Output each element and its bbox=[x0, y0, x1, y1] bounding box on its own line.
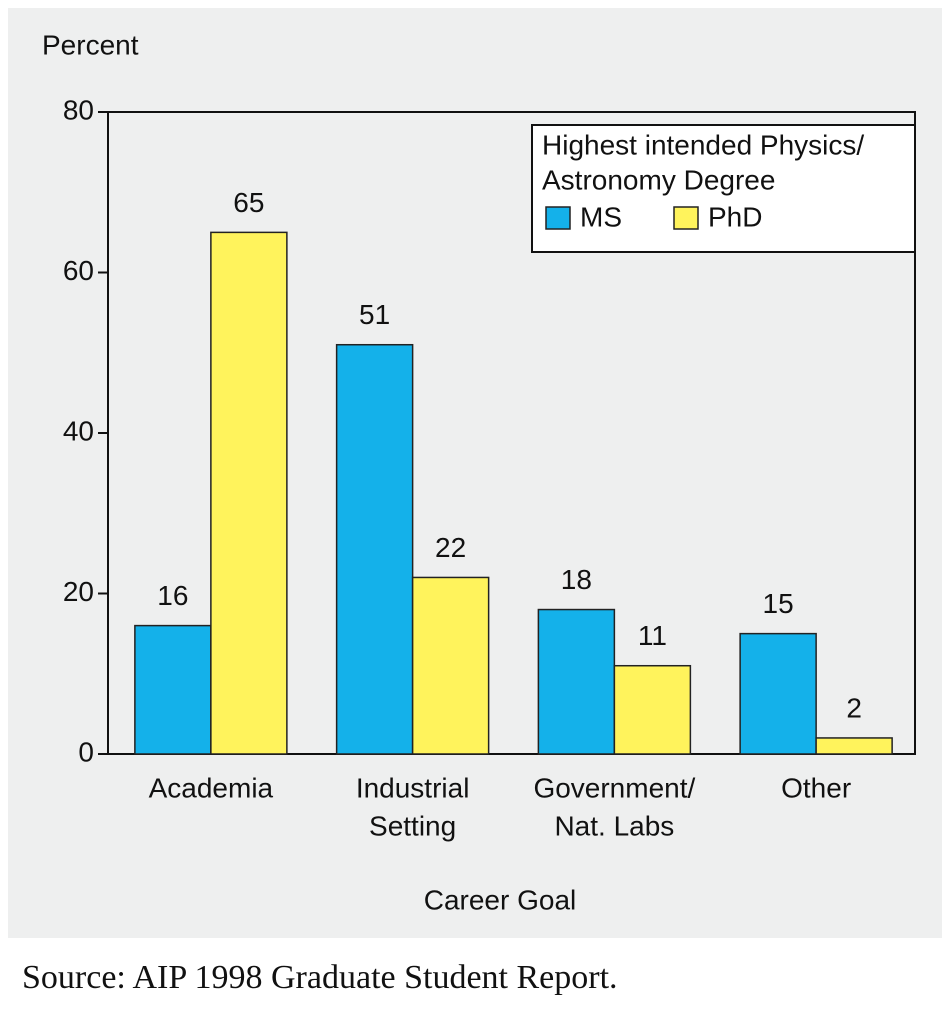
legend-label: PhD bbox=[708, 201, 762, 232]
x-tick-label: Nat. Labs bbox=[554, 810, 674, 841]
x-tick-label: Other bbox=[781, 772, 851, 803]
bar bbox=[739, 632, 817, 755]
bar bbox=[411, 576, 490, 755]
bar bbox=[613, 664, 692, 755]
source-note: Source: AIP 1998 Graduate Student Report… bbox=[22, 959, 618, 996]
bar bbox=[210, 231, 288, 755]
x-tick-label: Setting bbox=[369, 810, 456, 841]
y-tick-label: 60 bbox=[63, 255, 94, 286]
x-tick-label: Academia bbox=[149, 772, 274, 803]
legend-box bbox=[531, 124, 916, 253]
value-label: 65 bbox=[233, 187, 264, 218]
value-label: 15 bbox=[763, 588, 794, 619]
x-tick-label: Government/ bbox=[533, 772, 695, 803]
legend-title: Astronomy Degree bbox=[542, 164, 775, 195]
legend-swatch bbox=[545, 206, 571, 230]
legend-label: MS bbox=[580, 201, 622, 232]
value-label: 51 bbox=[359, 299, 390, 330]
y-tick-label: 20 bbox=[63, 576, 94, 607]
bar bbox=[134, 624, 212, 755]
y-axis-label: Percent bbox=[42, 29, 139, 60]
legend-swatch bbox=[673, 206, 699, 230]
bar bbox=[537, 608, 616, 755]
y-tick-label: 80 bbox=[63, 94, 94, 125]
legend-title: Highest intended Physics/ bbox=[542, 129, 864, 160]
bar bbox=[815, 737, 893, 755]
value-label: 18 bbox=[561, 564, 592, 595]
x-tick-label: Industrial bbox=[356, 772, 470, 803]
value-label: 2 bbox=[846, 692, 862, 723]
value-label: 11 bbox=[638, 620, 667, 651]
y-tick-label: 0 bbox=[78, 736, 94, 767]
x-axis-label: Career Goal bbox=[424, 884, 577, 915]
value-label: 22 bbox=[435, 532, 466, 563]
y-tick-label: 40 bbox=[63, 415, 94, 446]
bar bbox=[335, 343, 414, 755]
value-label: 16 bbox=[157, 580, 188, 611]
